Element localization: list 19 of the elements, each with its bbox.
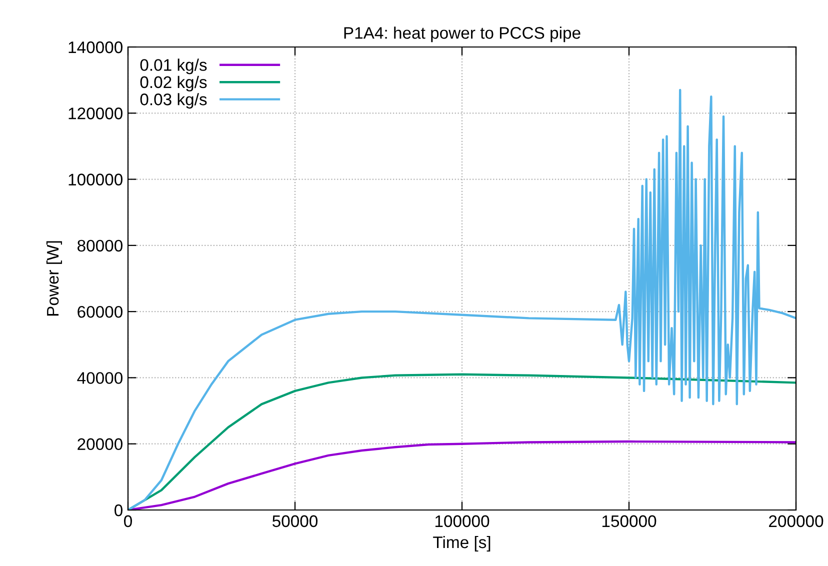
legend-label: 0.02 kg/s: [140, 76, 207, 92]
legend-label: 0.01 kg/s: [140, 58, 207, 74]
y-axis-title: Power [W]: [46, 241, 62, 316]
y-tick-label: 60000: [78, 306, 122, 318]
x-tick-label: 50000: [272, 515, 318, 528]
x-tick-label: 0: [124, 515, 132, 528]
legend-label: 0.03 kg/s: [140, 93, 207, 109]
y-tick-label: 140000: [68, 41, 122, 54]
x-tick-label: 150000: [602, 515, 656, 528]
y-tick-label: 80000: [78, 240, 122, 252]
x-tick-label: 100000: [435, 515, 490, 528]
y-tick-label: 100000: [68, 174, 122, 186]
y-tick-label: 40000: [77, 372, 122, 384]
x-tick-label: 200000: [769, 515, 824, 528]
y-tick-label: 120000: [68, 108, 122, 120]
y-tick-label: 20000: [78, 438, 122, 450]
y-tick-label: 0: [114, 504, 122, 516]
x-axis-title: Time [s]: [433, 536, 490, 552]
chart-title: P1A4: heat power to PCCS pipe: [344, 26, 580, 42]
